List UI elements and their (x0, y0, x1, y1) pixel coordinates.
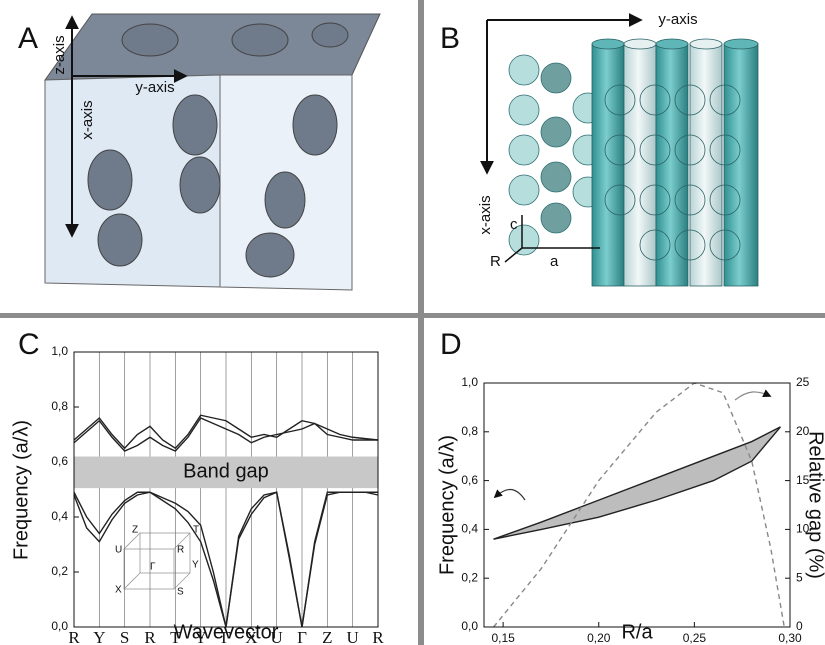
axis-label: y-axis (658, 11, 697, 28)
y-tick-label: 0,0 (51, 619, 68, 633)
panel-b: B y-axis x-axis c R a (440, 11, 758, 286)
circles (509, 55, 603, 255)
inset-label: Γ (150, 562, 156, 573)
separator (418, 0, 424, 645)
inset-label: R (177, 545, 184, 556)
axis-label: x-axis (477, 195, 494, 234)
y-axis-title: Frequency (a/λ) (10, 420, 32, 560)
inset-label: X (115, 585, 122, 596)
x-tick-label: U (271, 628, 283, 645)
x-tick-label: R (68, 628, 80, 645)
x-tick-label: Y (93, 628, 105, 645)
y-tick-label: 0,0 (461, 619, 478, 633)
x-tick-label: R (372, 628, 384, 645)
y-tick-label: 1,0 (51, 344, 68, 358)
y-tick-label: 0,4 (51, 509, 68, 523)
x-tick-label: T (170, 628, 181, 645)
figure: A z-axis y-axis x-axis B y-axis (0, 0, 825, 645)
x-tick-label: U (347, 628, 359, 645)
inset-label: U (115, 545, 122, 556)
series-arrow (495, 490, 525, 501)
x-tick-label: S (120, 628, 129, 645)
gap-area (494, 427, 781, 539)
axis-label: x-axis (79, 100, 96, 139)
y2-tick-label: 15 (796, 473, 810, 487)
y-axis-title: Frequency (a/λ) (436, 435, 458, 575)
edge-line (494, 427, 781, 539)
y2-tick-label: 25 (796, 375, 810, 389)
y2-tick-label: 5 (796, 570, 803, 584)
lattice-label: a (550, 253, 559, 270)
x-tick-label: 0,25 (683, 631, 707, 645)
x-tick-label: Y (195, 628, 207, 645)
edge-line (494, 427, 781, 539)
panel-label: B (440, 22, 460, 55)
series-arrow (735, 392, 770, 400)
inset-label: Z (132, 525, 138, 536)
panel-label: A (18, 22, 38, 55)
x-tick-label: X (245, 628, 257, 645)
lattice-label: R (490, 253, 501, 270)
x-tick-label: Γ (221, 628, 231, 645)
axis-label: y-axis (135, 79, 174, 96)
separator (0, 313, 825, 318)
inset-label: Y (192, 560, 199, 571)
y-tick-label: 1,0 (461, 375, 478, 389)
axis-label: z-axis (51, 35, 68, 74)
y-tick-label: 0,8 (51, 399, 68, 413)
lattice-label: c (510, 216, 518, 233)
x-tick-label: 0,20 (587, 631, 611, 645)
x-tick-label: Z (322, 628, 332, 645)
x-axis-title: R/a (621, 621, 653, 643)
page: A z-axis y-axis x-axis B y-axis (0, 0, 825, 645)
panel-label: D (440, 328, 462, 361)
y2-tick-label: 10 (796, 522, 810, 536)
y-tick-label: 0,6 (461, 473, 478, 487)
y-tick-label: 0,2 (461, 570, 478, 584)
y-tick-label: 0,8 (461, 424, 478, 438)
inset-label: S (177, 587, 184, 598)
y2-tick-label: 20 (796, 424, 810, 438)
y-tick-label: 0,2 (51, 564, 68, 578)
x-tick-label: R (144, 628, 156, 645)
y-tick-label: 0,6 (51, 454, 68, 468)
x-tick-label: Γ (297, 628, 307, 645)
x-tick-label: 0,30 (778, 631, 802, 645)
panel-a: A z-axis y-axis x-axis (18, 14, 380, 290)
band-gap-label: Band gap (183, 461, 269, 483)
y2-axis-title: Relative gap (%) (805, 431, 825, 579)
y-tick-label: 0,4 (461, 522, 478, 536)
x-tick-label: 0,15 (491, 631, 515, 645)
inset-cube (124, 533, 190, 589)
panel-label: C (18, 328, 40, 361)
